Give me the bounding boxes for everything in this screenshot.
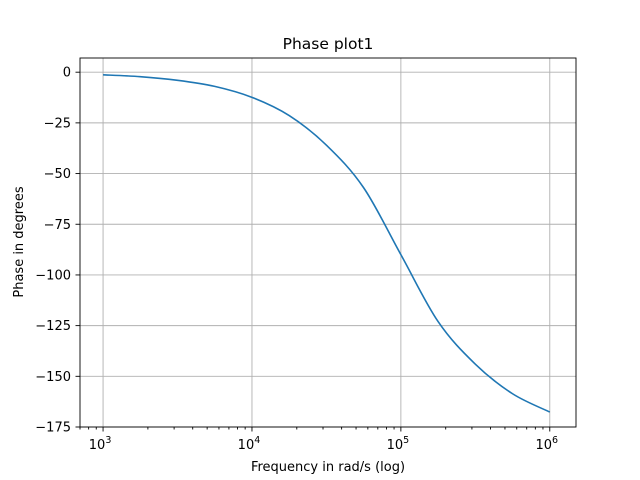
plot-frame <box>79 57 577 428</box>
y-tick-label: −100 <box>35 268 71 283</box>
y-tick-label: −150 <box>35 370 71 385</box>
x-tick-label: 104 <box>238 435 261 453</box>
phase-series-line <box>103 74 551 413</box>
y-tick-label: −125 <box>35 319 71 334</box>
y-tick-label: −175 <box>35 421 71 436</box>
x-tick-label: 105 <box>387 435 410 453</box>
x-tick-label: 103 <box>89 435 112 453</box>
y-tick-label: −25 <box>44 116 71 131</box>
y-tick-label: −75 <box>44 218 71 233</box>
tick-layer: 103 104 105 106 0 −25 −50 −75 −100 −125 −150 −175 <box>35 66 558 453</box>
x-axis-label: Frequency in rad/s (log) <box>251 460 405 475</box>
chart-title: Phase plot1 <box>283 35 374 53</box>
grid-layer <box>80 58 576 428</box>
y-tick-label: 0 <box>63 66 71 81</box>
y-tick-label: −50 <box>44 167 71 182</box>
y-axis-label: Phase in degrees <box>12 186 27 297</box>
x-tick-label: 106 <box>535 435 558 453</box>
series-layer <box>103 74 551 413</box>
